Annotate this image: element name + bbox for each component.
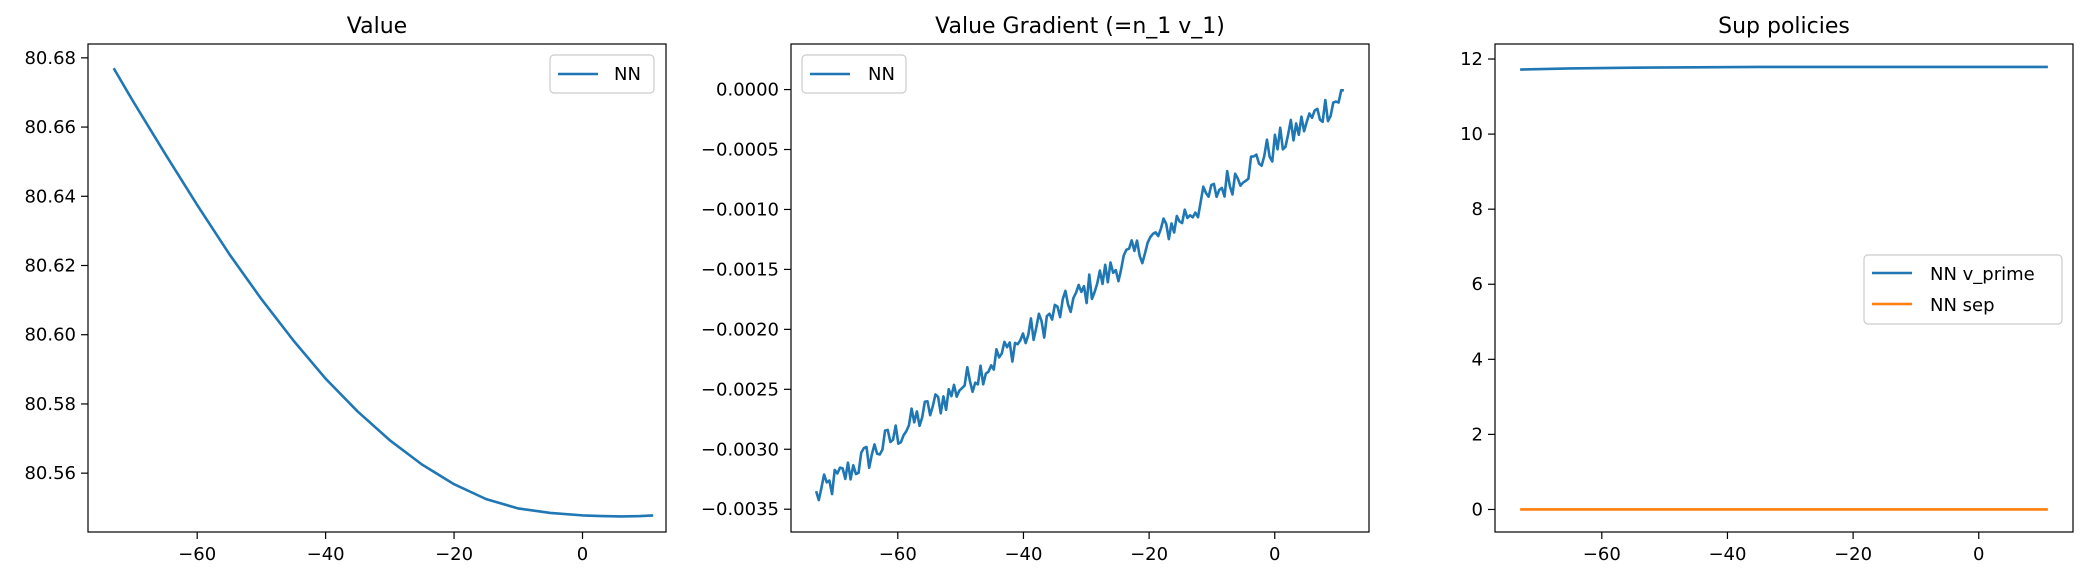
chart-title: Value [347,14,407,39]
y-tick-label: −0.0025 [701,379,779,400]
y-tick-label: 80.64 [24,186,76,207]
chart-sup-policies: Sup policies −60 −40 −20 0 0 2 4 6 8 10 12 NN v_pr… [1460,14,2074,565]
x-tick-label: −60 [1583,544,1621,565]
y-tick-label: 4 [1472,349,1483,370]
y-tick-label: −0.0030 [701,439,779,460]
y-tick-label: 2 [1472,424,1483,445]
legend: NN [549,54,655,94]
legend-label-nn: NN [868,64,895,85]
x-tick-label: −40 [307,544,345,565]
plot-area [1520,65,2048,511]
axes-frame [790,43,1370,533]
y-tick-label: −0.0005 [701,140,779,161]
y-tick-label: 80.68 [24,48,76,69]
y-tick-label: 6 [1472,274,1483,295]
legend-box [801,54,907,94]
x-tick-label: −40 [1708,544,1746,565]
chart-value-gradient: Value Gradient (=n_1 v_1) −60 −40 −20 0 −0.0… [701,14,1370,565]
y-tick-label: 80.58 [24,394,76,415]
legend-label-nn: NN [614,64,641,85]
ticks: −60 −40 −20 0 0 2 4 6 8 10 12 [1460,49,1984,565]
chart-title: Value Gradient (=n_1 v_1) [935,14,1225,39]
x-tick-label: 0 [577,544,588,565]
series-line-nn-v-prime [1520,65,2048,71]
x-tick-label: 0 [1269,544,1280,565]
legend-label-sep: NN sep [1930,295,1995,316]
x-tick-label: −40 [1004,544,1042,565]
y-tick-label: −0.0015 [701,259,779,280]
y-tick-label: −0.0010 [701,199,779,220]
y-tick-label: 80.62 [24,256,76,277]
legend: NN v_prime NN sep [1863,254,2063,325]
y-tick-label: 80.56 [24,463,76,484]
x-tick-label: −20 [435,544,473,565]
x-tick-label: −60 [879,544,917,565]
y-tick-label: 0.0000 [716,80,779,101]
x-tick-label: −60 [178,544,216,565]
y-tick-label: 80.60 [24,325,76,346]
ticks: −60 −40 −20 0 −0.0035 −0.0030 −0.0025 −0.0020 −0… [701,80,1281,565]
chart-title: Sup policies [1718,14,1850,39]
legend-label-v-prime: NN v_prime [1930,264,2035,285]
legend-box [549,54,655,94]
plot-area [814,88,1344,502]
plot-area [112,67,654,518]
y-tick-label: 12 [1460,49,1483,70]
x-tick-label: 0 [1973,544,1984,565]
x-tick-label: −20 [1130,544,1168,565]
legend: NN [801,54,907,94]
ticks: −60 −40 −20 0 80.56 80.58 80.60 80.62 80.64 80.66… [24,48,588,565]
series-line-nn [112,67,654,518]
y-tick-label: 80.66 [24,117,76,138]
y-tick-label: 10 [1460,124,1483,145]
legend-box [1863,254,2063,325]
axes-frame [87,43,667,533]
y-tick-label: 8 [1472,199,1483,220]
y-tick-label: 0 [1472,499,1483,520]
axes-frame [1494,43,2074,533]
series-line-nn [814,88,1344,502]
chart-value: Value −60 −40 −20 0 80.56 80.58 80.60 80.62 80.6… [24,14,667,565]
x-tick-label: −20 [1834,544,1872,565]
y-tick-label: −0.0020 [701,319,779,340]
y-tick-label: −0.0035 [701,499,779,520]
